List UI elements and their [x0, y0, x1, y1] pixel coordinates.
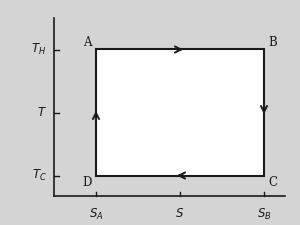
- Text: B: B: [268, 36, 278, 49]
- Text: $T_C$: $T_C$: [32, 168, 46, 183]
- Text: $T_H$: $T_H$: [31, 42, 46, 57]
- Text: D: D: [82, 176, 92, 189]
- Text: A: A: [83, 36, 91, 49]
- Bar: [96, 50, 264, 176]
- Text: $S_A$: $S_A$: [89, 207, 103, 222]
- Text: C: C: [268, 176, 278, 189]
- Text: $S$: $S$: [176, 207, 184, 220]
- Text: $T$: $T$: [37, 106, 46, 119]
- Text: $S_B$: $S_B$: [257, 207, 271, 222]
